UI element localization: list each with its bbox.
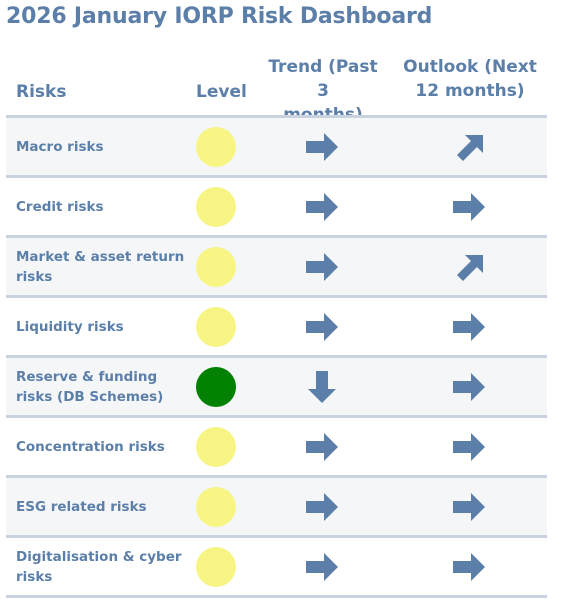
risk-label-line1: Liquidity risks bbox=[16, 318, 124, 335]
risk-label: ESG related risks bbox=[16, 497, 186, 517]
risk-level-indicator bbox=[196, 306, 236, 347]
right-arrow-icon bbox=[451, 489, 487, 525]
risk-level-indicator bbox=[196, 246, 236, 287]
column-header-risks: Risks bbox=[16, 82, 67, 102]
risk-label: Market & asset return risks bbox=[16, 247, 186, 287]
right-arrow-icon bbox=[451, 189, 487, 225]
table-row: Concentration risks bbox=[6, 415, 547, 475]
risk-label: Concentration risks bbox=[16, 437, 186, 457]
right-arrow-icon bbox=[304, 309, 340, 345]
risk-table: Macro risks Credit risks Market & asset re… bbox=[6, 115, 547, 598]
up-right-arrow-icon bbox=[451, 129, 487, 165]
right-arrow-icon bbox=[451, 549, 487, 585]
column-header-level: Level bbox=[196, 82, 247, 102]
risk-label-line2: risks bbox=[16, 268, 53, 285]
right-arrow-icon bbox=[304, 189, 340, 225]
risk-label-line1: Market & asset return bbox=[16, 248, 185, 265]
risk-label-line1: Concentration risks bbox=[16, 438, 165, 455]
table-row: Market & asset return risks bbox=[6, 235, 547, 295]
page-title: 2026 January IORP Risk Dashboard bbox=[6, 4, 433, 29]
right-arrow-icon bbox=[451, 309, 487, 345]
risk-level-indicator bbox=[196, 486, 236, 527]
column-header-outlook: Outlook (Next 12 months) bbox=[402, 55, 538, 103]
risk-label-line2: risks bbox=[16, 568, 53, 585]
risk-label-line1: Macro risks bbox=[16, 138, 104, 155]
right-arrow-icon bbox=[304, 429, 340, 465]
risk-label: Reserve & funding risks (DB Schemes) bbox=[16, 367, 186, 407]
up-right-arrow-icon bbox=[451, 249, 487, 285]
risk-label: Credit risks bbox=[16, 197, 186, 217]
down-arrow-icon bbox=[304, 369, 340, 405]
table-row: Credit risks bbox=[6, 175, 547, 235]
risk-level-indicator bbox=[196, 366, 236, 407]
column-header-trend-line1: Trend (Past 3 bbox=[268, 57, 378, 101]
risk-label: Macro risks bbox=[16, 137, 186, 157]
right-arrow-icon bbox=[451, 429, 487, 465]
risk-label: Digitalisation & cyber risks bbox=[16, 547, 186, 587]
right-arrow-icon bbox=[304, 129, 340, 165]
right-arrow-icon bbox=[304, 249, 340, 285]
column-header-outlook-line2: 12 months) bbox=[415, 81, 525, 101]
risk-label-line2: risks (DB Schemes) bbox=[16, 388, 164, 405]
right-arrow-icon bbox=[451, 369, 487, 405]
risk-level-indicator bbox=[196, 186, 236, 227]
right-arrow-icon bbox=[304, 549, 340, 585]
risk-label-line1: Digitalisation & cyber bbox=[16, 548, 182, 565]
risk-label-line1: ESG related risks bbox=[16, 498, 147, 515]
column-header-outlook-line1: Outlook (Next bbox=[403, 57, 537, 77]
right-arrow-icon bbox=[304, 489, 340, 525]
risk-level-indicator bbox=[196, 426, 236, 467]
risk-label-line1: Reserve & funding bbox=[16, 368, 158, 385]
table-row: Liquidity risks bbox=[6, 295, 547, 355]
table-row: Digitalisation & cyber risks bbox=[6, 535, 547, 598]
table-row: ESG related risks bbox=[6, 475, 547, 535]
risk-label: Liquidity risks bbox=[16, 317, 186, 337]
table-row: Reserve & funding risks (DB Schemes) bbox=[6, 355, 547, 415]
risk-label-line1: Credit risks bbox=[16, 198, 104, 215]
risk-level-indicator bbox=[196, 546, 236, 587]
risk-level-indicator bbox=[196, 126, 236, 167]
table-row: Macro risks bbox=[6, 115, 547, 175]
